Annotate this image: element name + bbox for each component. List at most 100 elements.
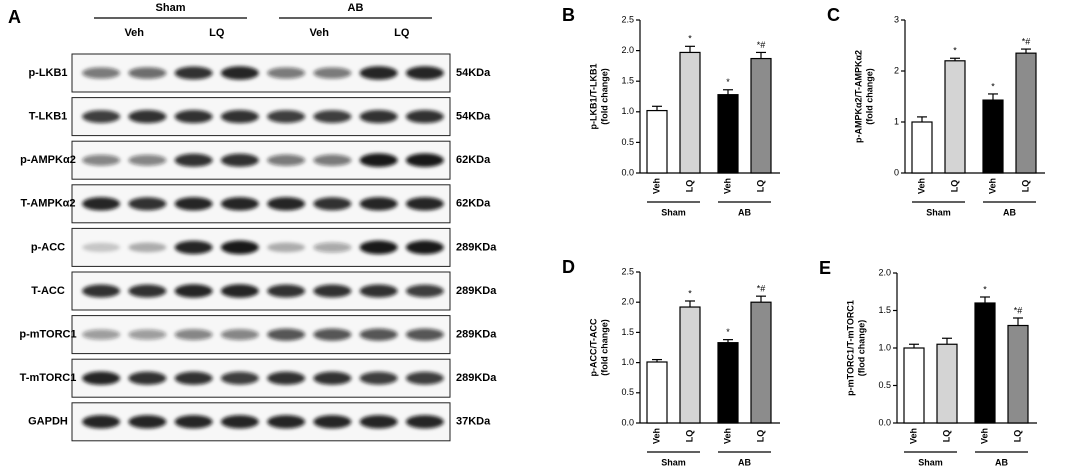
x-tick-label: Veh [908, 428, 918, 444]
bar [982, 99, 1004, 174]
band [82, 284, 121, 298]
y-tick-label: 1.5 [621, 327, 634, 337]
y-tick-label: 1.0 [621, 357, 634, 367]
row-label: T-AMPKα2 [20, 198, 75, 210]
band [174, 153, 213, 167]
band [313, 197, 352, 211]
band [82, 415, 121, 429]
bar [717, 94, 739, 174]
bar [1015, 52, 1037, 174]
lane-label: LQ [394, 27, 410, 39]
y-tick-label: 0 [894, 167, 899, 177]
band [405, 197, 444, 211]
x-tick-label: LQ [949, 180, 959, 193]
significance: *# [757, 40, 766, 50]
significance: * [726, 327, 730, 337]
bar [750, 301, 772, 424]
band [220, 371, 259, 385]
y-tick-label: 2.0 [621, 45, 634, 55]
band [82, 110, 121, 123]
group-label: AB [738, 207, 751, 217]
x-tick-label: Veh [722, 178, 732, 194]
row-label: T-LKB1 [29, 111, 68, 123]
band [128, 197, 167, 211]
y-tick-label: 1.5 [878, 305, 891, 315]
band [82, 329, 121, 340]
size-label: 289KDa [456, 285, 497, 297]
bar [911, 121, 933, 174]
band [405, 284, 444, 298]
band [313, 415, 352, 429]
band [220, 240, 259, 255]
band [220, 66, 259, 80]
band [267, 67, 306, 79]
band [220, 197, 259, 211]
x-tick-label: LQ [1020, 180, 1030, 193]
band [174, 240, 213, 255]
bar [717, 342, 739, 424]
row-label: p-mTORC1 [19, 329, 76, 341]
size-label: 62KDa [456, 198, 491, 210]
y-tick-label: 0.0 [621, 417, 634, 427]
group-label: Sham [661, 207, 686, 217]
bar [750, 57, 772, 174]
row-label: p-LKB1 [28, 67, 67, 79]
lane-label: Veh [124, 27, 144, 39]
band [405, 110, 444, 124]
bar [903, 347, 925, 424]
significance: *# [1014, 305, 1023, 315]
panel-letter: E [819, 258, 831, 278]
band [359, 197, 398, 211]
size-label: 289KDa [456, 329, 497, 341]
x-tick-label: LQ [755, 430, 765, 443]
y-tick-label: 1.0 [621, 106, 634, 116]
band [313, 67, 352, 79]
y-tick-label: 1 [894, 116, 899, 126]
group-label: Sham [156, 2, 186, 14]
bar [679, 51, 701, 174]
band [128, 154, 167, 166]
band [359, 328, 398, 341]
band [359, 153, 398, 168]
y-axis-title: (fold change) [864, 68, 874, 125]
band [267, 197, 306, 211]
band [174, 197, 213, 211]
band [313, 371, 352, 385]
x-tick-label: Veh [916, 178, 926, 194]
row-label: p-ACC [31, 241, 65, 253]
band [405, 153, 444, 168]
band [128, 284, 167, 298]
y-tick-label: 2.0 [878, 267, 891, 277]
y-tick-label: 2.0 [621, 297, 634, 307]
significance: * [688, 288, 692, 298]
band [313, 154, 352, 166]
y-tick-label: 0.0 [621, 167, 634, 177]
size-label: 289KDa [456, 241, 497, 253]
band [267, 328, 306, 341]
significance: * [726, 77, 730, 87]
significance: *# [1022, 36, 1031, 46]
band [174, 415, 213, 429]
y-axis-title: (fold change) [599, 68, 609, 125]
bar [646, 109, 668, 174]
y-tick-label: 1.0 [878, 342, 891, 352]
band [405, 371, 444, 385]
band [359, 240, 398, 255]
band [174, 371, 213, 385]
band [128, 110, 167, 124]
bar [679, 306, 701, 424]
y-axis-title: (fold change) [599, 319, 609, 376]
panel-letter: A [8, 7, 21, 27]
x-tick-label: Veh [987, 178, 997, 194]
band [267, 415, 306, 429]
significance: * [983, 284, 987, 294]
significance: * [953, 46, 957, 56]
band [128, 242, 167, 253]
band [220, 415, 259, 429]
band [128, 371, 167, 385]
size-label: 54KDa [456, 111, 491, 123]
y-axis-title: p-ACC/T-ACC [588, 318, 598, 376]
y-axis-title: p-AMPKα2/T-AMPKα2 [853, 50, 863, 143]
panel-letter: D [562, 257, 575, 277]
